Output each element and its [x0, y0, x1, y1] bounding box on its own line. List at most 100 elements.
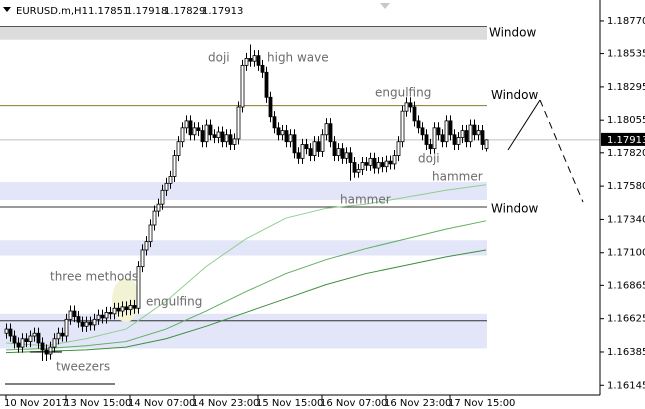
candle-body [288, 134, 293, 143]
candle-body [248, 58, 253, 62]
x-tick-label: 16 Nov 07:00 [320, 398, 387, 409]
candle-body [204, 124, 209, 143]
candle-body [292, 134, 297, 154]
candle-body [352, 162, 357, 173]
candle-body [260, 64, 265, 73]
candle-body [412, 106, 417, 122]
annotation: hammer [432, 170, 483, 184]
candle-body [328, 123, 333, 143]
candle-body [32, 332, 37, 337]
y-tick-label: 1.16385 [607, 347, 645, 358]
symbol-title: EURUSD.m,H1 [16, 6, 88, 17]
level-label: Window [491, 88, 539, 102]
candle-body [348, 152, 353, 163]
candle-body [464, 130, 469, 143]
ohlc-close: 1.17913 [202, 6, 243, 17]
candle-body [392, 155, 397, 165]
price-tag [601, 132, 645, 146]
candle-body [12, 335, 17, 344]
x-tick-label: 13 Nov 15:00 [64, 398, 131, 409]
candle-body [384, 160, 389, 168]
candle-body [128, 305, 133, 311]
candle-body [220, 131, 225, 143]
candle-body [176, 141, 181, 156]
candle-body [4, 328, 9, 334]
candle-body [476, 130, 481, 136]
candle-body [300, 144, 305, 159]
candle-body [264, 71, 269, 98]
zone [0, 26, 487, 40]
annotation: three methods [50, 270, 138, 284]
y-tick-label: 1.18055 [607, 115, 645, 126]
candle-body [400, 110, 405, 143]
candle-body [112, 307, 117, 315]
y-tick-label: 1.18770 [607, 16, 645, 27]
candle-body [120, 306, 125, 312]
candle-body [244, 58, 249, 66]
candle-body [164, 182, 169, 191]
candle-body [320, 134, 325, 152]
x-tick-label: 10 Nov 2017 [4, 398, 68, 409]
candle-body [200, 130, 205, 143]
marks [4, 44, 489, 361]
candle-body [376, 162, 381, 169]
moving-average [5, 184, 487, 347]
candle-body [152, 210, 157, 226]
projection [507, 99, 541, 151]
zone [0, 240, 487, 256]
candle-body [140, 249, 145, 268]
candle-body [192, 127, 197, 136]
candle-body [428, 144, 433, 150]
candle-body [36, 332, 41, 344]
candle-body [280, 130, 285, 136]
candle-body [408, 102, 413, 108]
y-tick-label: 1.17820 [607, 148, 645, 159]
candle-body [80, 321, 85, 327]
candle-body [84, 321, 89, 327]
candle-body [284, 130, 289, 143]
candle-body [216, 131, 221, 138]
candle-body [48, 346, 53, 355]
candle-body [52, 338, 57, 348]
candle-body [124, 306, 129, 311]
moving-average [5, 220, 487, 351]
candle-body [20, 338, 25, 348]
candle-body [100, 314, 105, 319]
y-tick-label: 1.18295 [607, 82, 645, 93]
candle-body [404, 102, 409, 112]
candle-body [148, 224, 153, 243]
candle-body [316, 141, 321, 152]
candle-body [272, 116, 277, 129]
candle-body [432, 127, 437, 150]
candle-body [116, 307, 121, 312]
annotation: high wave [267, 51, 329, 65]
candle-body [188, 120, 193, 136]
highlight [112, 278, 140, 322]
candle-body [96, 314, 101, 320]
candle-body [212, 134, 217, 138]
candle-body [56, 332, 61, 340]
candle-body [448, 120, 453, 136]
candle-body [364, 162, 369, 166]
candle-body [24, 338, 29, 342]
y-tick-label: 1.17100 [607, 248, 645, 259]
scroll-arrow[interactable] [380, 3, 390, 9]
candle-body [380, 162, 385, 168]
y-tick-label: 1.16625 [607, 314, 645, 325]
y-tick-label: 1.18535 [607, 49, 645, 60]
candle-body [196, 127, 201, 132]
candle-body [332, 141, 337, 156]
candle-body [88, 321, 93, 326]
candle-body [388, 160, 393, 165]
candle-body [444, 120, 449, 143]
candle-body [436, 127, 441, 136]
x-tick-label: 15 Nov 15:00 [256, 398, 323, 409]
annotation: tweezers [56, 360, 110, 374]
annotation: engulfing [375, 86, 431, 100]
candle-body [452, 134, 457, 145]
menu-arrow[interactable] [3, 7, 11, 12]
candle-body [416, 120, 421, 129]
candle-body [136, 266, 141, 309]
candle-body [268, 96, 273, 118]
annotation: doji [418, 152, 440, 166]
